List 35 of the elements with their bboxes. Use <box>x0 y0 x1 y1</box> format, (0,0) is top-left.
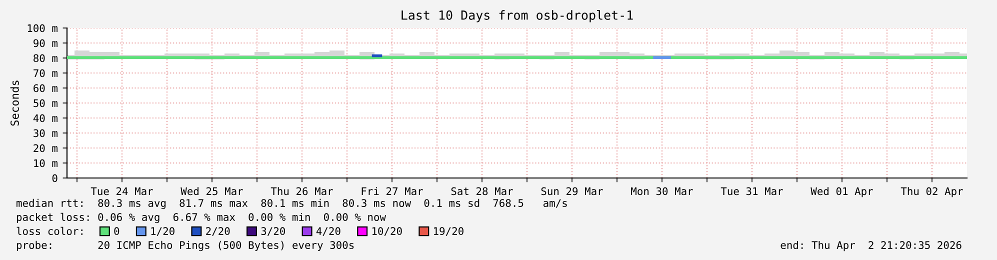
text: median rtt: 80.3 ms avg 81.7 ms max 80.1 ms min 80.3 ms now 0.1 ms sd 768.5 am/s <box>16 198 567 210</box>
text: end: Thu Apr 2 21:20:35 2026 <box>780 240 962 252</box>
x-tick-label: Tue 24 Mar <box>90 187 153 196</box>
legend-label: 1/20 <box>151 227 174 236</box>
x-tick-label: Mon 30 Mar <box>631 187 693 196</box>
legend-label: 2/20 <box>206 227 230 236</box>
legend-label: 4/20 <box>316 227 340 236</box>
y-tick-label: 80 m <box>34 54 58 62</box>
x-tick-label: Sun 29 Mar <box>541 187 603 196</box>
text: probe: 20 ICMP Echo Pings (500 Bytes) every 300s <box>16 240 354 252</box>
y-tick-label: 90 m <box>34 39 58 48</box>
y-tick-label: 30 m <box>34 129 58 138</box>
y-axis-title: Seconds <box>10 80 19 126</box>
x-tick-label: Thu 02 Apr <box>900 187 963 198</box>
x-tick-label: Wed 25 Mar <box>180 187 243 196</box>
y-tick-label: 60 m <box>34 84 58 92</box>
y-tick-label: 0 <box>52 174 58 182</box>
y-tick-label: 10 m <box>34 159 58 168</box>
legend-label: 3/20 <box>261 227 286 236</box>
legend-label: 10/20 <box>372 227 402 236</box>
text: packet loss: 0.06 % avg 6.67 % max 0.00 % min 0.00 % now <box>16 212 386 224</box>
legend-label: 0 <box>114 227 120 236</box>
x-tick-label: Thu 26 Mar <box>270 187 333 196</box>
y-tick-label: 50 m <box>34 99 58 108</box>
text: loss color: <box>16 226 82 236</box>
x-tick-label: Sat 28 Mar <box>451 187 513 196</box>
y-tick-label: 100 m <box>28 24 58 32</box>
y-tick-label: 70 m <box>34 69 58 78</box>
y-tick-label: 20 m <box>34 144 58 152</box>
x-tick-label: Tue 31 Mar <box>720 187 783 196</box>
x-tick-label: Wed 01 Apr <box>810 187 873 198</box>
chart-title: Last 10 Days from osb-droplet-1 <box>402 10 633 22</box>
y-tick-label: 40 m <box>33 114 58 122</box>
x-tick-label: Fri 27 Mar <box>362 187 423 196</box>
legend-label: 19/20 <box>434 227 464 236</box>
